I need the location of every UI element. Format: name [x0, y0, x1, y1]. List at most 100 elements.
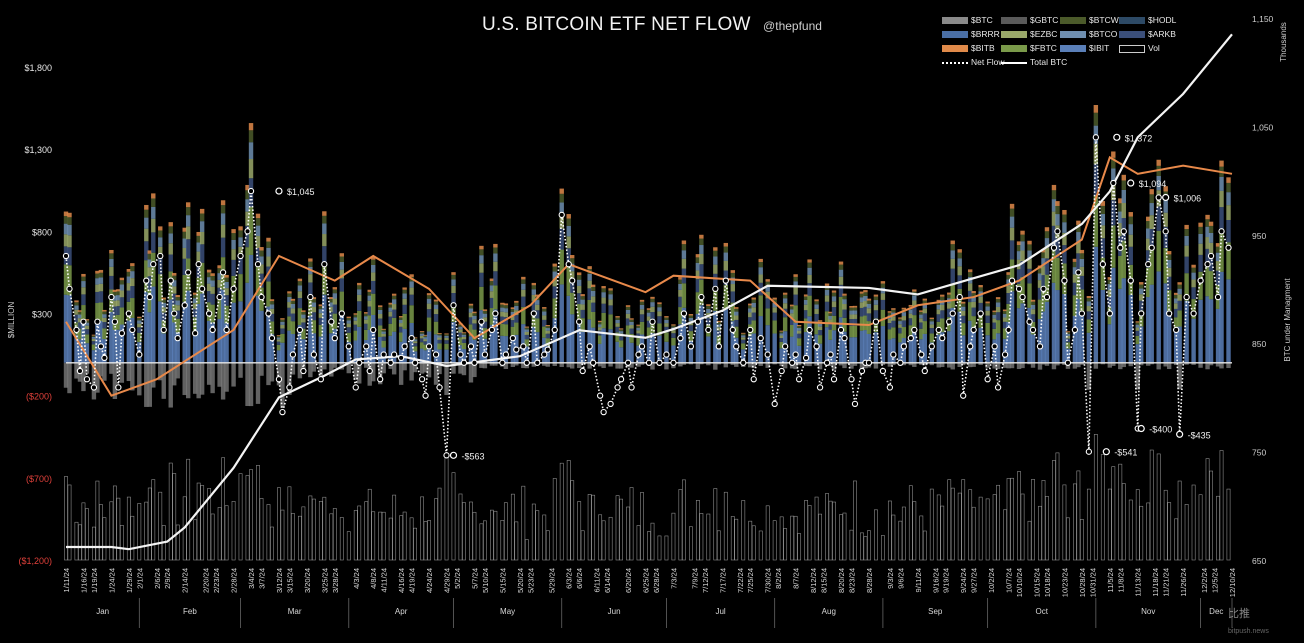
legend-swatch — [1060, 17, 1086, 25]
flow-bar-segment — [734, 337, 739, 363]
flow-bar-segment — [838, 284, 844, 297]
flow-bar-segment — [699, 279, 704, 306]
net-flow-point — [160, 326, 167, 334]
gbtc-outflow-bar — [199, 362, 205, 395]
volume-bar — [619, 498, 623, 561]
flow-bar-segment — [922, 313, 927, 322]
flow-bar-segment — [807, 316, 812, 363]
flow-bar-segment — [664, 316, 669, 318]
net-flow-point — [830, 376, 838, 383]
gbtc-outflow-bar — [391, 362, 397, 375]
flow-bar-segment — [168, 243, 173, 255]
flow-bar-segment — [650, 333, 655, 363]
net-flow-point — [827, 351, 834, 358]
flow-bar-segment — [1205, 237, 1210, 249]
gbtc-outflow-bar — [1177, 362, 1182, 390]
flow-bar-segment — [1027, 244, 1032, 251]
flow-bar-segment — [437, 333, 442, 336]
flow-bar-segment — [978, 285, 983, 288]
flow-bar-segment — [681, 258, 687, 269]
flow-bar-segment — [852, 318, 858, 326]
net-flow-point — [1050, 244, 1058, 251]
gbtc-outflow-bar — [912, 362, 917, 367]
flow-bar-segment — [688, 325, 694, 332]
flow-bar-segment — [1037, 299, 1043, 320]
x-date-label: 5/23/24 — [526, 568, 535, 593]
net-flow-point — [289, 351, 297, 358]
volume-bar — [514, 521, 519, 561]
flow-bar-segment — [199, 213, 205, 222]
flow-bar-segment — [482, 338, 488, 363]
flow-bar-segment — [391, 293, 397, 296]
volume-bar — [112, 485, 117, 561]
flow-bar-segment — [985, 303, 990, 307]
flow-bar-segment — [199, 262, 205, 294]
flow-bar-segment — [398, 332, 404, 342]
flow-bar-segment — [196, 235, 201, 243]
flow-bar-segment — [1107, 296, 1113, 308]
flow-bar-segment — [734, 319, 739, 327]
flow-bar-segment — [1208, 271, 1214, 300]
net-flow-point — [418, 376, 426, 383]
flow-bar-segment — [566, 248, 571, 267]
y-tick-label: ($200) — [26, 392, 52, 402]
flow-bar-segment — [859, 307, 865, 317]
gbtc-outflow-bar — [472, 362, 477, 378]
volume-bar — [559, 462, 564, 561]
gbtc-outflow-bar — [259, 362, 264, 376]
flow-bar-segment — [957, 266, 962, 276]
flow-bar-segment — [849, 325, 854, 338]
x-date-label: 6/6/24 — [575, 568, 584, 589]
flow-bar-segment — [461, 333, 467, 335]
flow-bar-segment — [960, 315, 966, 324]
flow-bar-segment — [419, 332, 425, 334]
flow-bar-segment — [364, 312, 369, 314]
flow-bar-segment — [873, 318, 879, 333]
annotation-label: $1,045 — [287, 187, 315, 197]
y2-tick-label: 750 — [1252, 448, 1266, 458]
net-flow-point — [1064, 359, 1072, 366]
flow-bar-segment — [664, 326, 669, 333]
flow-bar-segment — [77, 318, 83, 323]
flow-bar-segment — [552, 278, 557, 287]
flow-bar-segment — [1055, 205, 1060, 215]
flow-bar-segment — [81, 305, 86, 323]
volume-bar — [168, 462, 173, 561]
volume-bar — [78, 524, 82, 561]
flow-bar-segment — [137, 316, 142, 319]
flow-bar-segment — [688, 340, 694, 363]
flow-bar-segment — [423, 341, 428, 345]
flow-bar-segment — [1163, 212, 1168, 227]
flow-bar-segment — [259, 310, 264, 363]
volume-bar — [458, 493, 463, 561]
volume-bar — [867, 530, 871, 561]
flow-bar-segment — [1041, 311, 1046, 363]
flow-bar-segment — [1208, 299, 1214, 363]
flow-bar-segment — [98, 302, 104, 322]
gbtc-outflow-bar — [566, 362, 571, 368]
x-date-label: 3/20/24 — [303, 568, 312, 593]
flow-bar-segment — [1121, 189, 1126, 204]
net-flow-point — [195, 261, 202, 268]
flow-bar-segment — [102, 322, 107, 329]
gbtc-outflow-bar — [992, 362, 997, 369]
volume-bar — [196, 482, 201, 561]
flow-bar-segment — [971, 293, 976, 297]
net-flow-point — [436, 384, 443, 391]
flow-bar-segment — [824, 311, 830, 328]
flow-bar-segment — [713, 310, 718, 363]
flow-bar-segment — [67, 265, 72, 296]
flow-bar-segment — [109, 253, 114, 260]
gbtc-outflow-bar — [461, 362, 467, 376]
net-flow-point — [391, 351, 398, 358]
gbtc-outflow-bar — [559, 362, 564, 367]
flow-bar-segment — [311, 312, 317, 321]
net-flow-point — [185, 269, 192, 276]
flow-bar-segment — [678, 324, 683, 363]
x-date-label: 7/9/24 — [690, 568, 699, 589]
flow-bar-segment — [814, 313, 819, 322]
flow-bar-segment — [688, 317, 694, 322]
flow-bar-segment — [793, 276, 798, 282]
flow-bar-segment — [409, 274, 414, 277]
flow-bar-segment — [545, 333, 550, 339]
